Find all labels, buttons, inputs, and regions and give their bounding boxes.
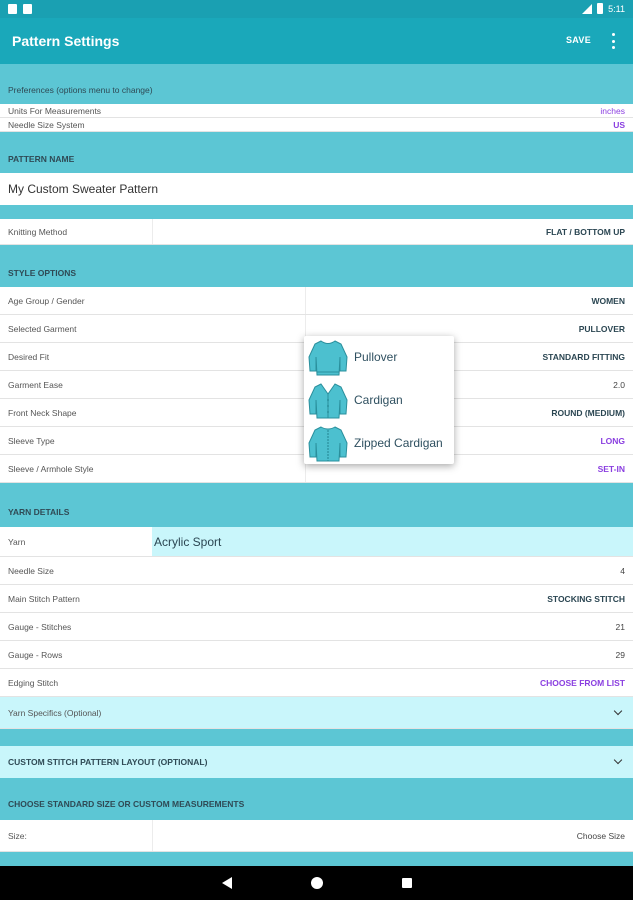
custom-layout-row[interactable]: CUSTOM STITCH PATTERN LAYOUT (OPTIONAL) bbox=[0, 746, 633, 778]
home-icon[interactable] bbox=[311, 877, 323, 889]
notification-icon bbox=[23, 4, 32, 14]
yarn-row-label: Needle Size bbox=[8, 566, 54, 576]
recent-apps-icon[interactable] bbox=[402, 878, 412, 888]
style-row-label: Front Neck Shape bbox=[8, 408, 77, 418]
yarn-specifics-row[interactable]: Yarn Specifics (Optional) bbox=[0, 697, 633, 729]
signal-icon bbox=[582, 3, 593, 14]
pullover-icon bbox=[308, 340, 348, 376]
yarn-specifics-label: Yarn Specifics (Optional) bbox=[8, 708, 102, 718]
page-title: Pattern Settings bbox=[12, 33, 120, 49]
yarn-row-label: Gauge - Rows bbox=[8, 650, 63, 660]
yarn-row-gauge-rows[interactable]: Gauge - Rows 29 bbox=[0, 641, 633, 669]
yarn-details-header: YARN DETAILS bbox=[8, 507, 70, 517]
style-options-header: STYLE OPTIONS bbox=[8, 268, 77, 278]
battery-icon bbox=[597, 3, 604, 14]
size-row[interactable]: Size: Choose Size bbox=[0, 820, 633, 852]
notification-icon bbox=[8, 4, 17, 14]
units-row[interactable]: Units For Measurements inches bbox=[0, 104, 633, 118]
style-row-label: Sleeve / Armhole Style bbox=[8, 464, 94, 474]
app-bar: Pattern Settings SAVE bbox=[0, 18, 633, 64]
preferences-header: Preferences (options menu to change) bbox=[8, 85, 153, 95]
yarn-row-value: 21 bbox=[615, 622, 625, 632]
menu-option-label: Zipped Cardigan bbox=[354, 436, 443, 450]
yarn-row[interactable]: Yarn Acrylic Sport bbox=[0, 527, 633, 557]
zipped-cardigan-icon bbox=[308, 426, 348, 462]
yarn-row-needle-size[interactable]: Needle Size 4 bbox=[0, 557, 633, 585]
menu-option-label: Pullover bbox=[354, 350, 398, 364]
units-value: inches bbox=[600, 106, 625, 116]
menu-option-zipped-cardigan[interactable]: Zipped Cardigan bbox=[304, 422, 454, 464]
yarn-row-value: 4 bbox=[620, 566, 625, 576]
pattern-name-header: PATTERN NAME bbox=[8, 154, 75, 164]
chevron-down-icon[interactable] bbox=[613, 755, 623, 765]
yarn-row-edging[interactable]: Edging Stitch CHOOSE FROM LIST bbox=[0, 669, 633, 697]
status-time: 5:11 bbox=[608, 3, 625, 14]
style-row-value: LONG bbox=[600, 436, 625, 446]
yarn-row-value: STOCKING STITCH bbox=[547, 594, 625, 604]
yarn-row-gauge-stitches[interactable]: Gauge - Stitches 21 bbox=[0, 613, 633, 641]
garment-dropdown-menu: Pullover Cardigan Zipped Cardigan bbox=[304, 336, 454, 464]
needle-system-row[interactable]: Needle Size System US bbox=[0, 118, 633, 132]
yarn-label: Yarn bbox=[8, 537, 26, 547]
style-row-value: WOMEN bbox=[591, 296, 625, 306]
custom-layout-header: CUSTOM STITCH PATTERN LAYOUT (OPTIONAL) bbox=[8, 757, 208, 767]
style-row-label: Desired Fit bbox=[8, 352, 50, 362]
system-nav-bar bbox=[0, 866, 633, 900]
size-value: Choose Size bbox=[576, 831, 625, 841]
pattern-name-input[interactable]: My Custom Sweater Pattern bbox=[0, 173, 633, 205]
menu-option-cardigan[interactable]: Cardigan bbox=[304, 379, 454, 421]
style-row-label: Selected Garment bbox=[8, 324, 77, 334]
yarn-row-value: CHOOSE FROM LIST bbox=[540, 678, 625, 688]
needle-system-value: US bbox=[613, 120, 625, 130]
yarn-row-stitch-pattern[interactable]: Main Stitch Pattern STOCKING STITCH bbox=[0, 585, 633, 613]
yarn-row-value: 29 bbox=[615, 650, 625, 660]
cardigan-icon bbox=[308, 383, 348, 419]
style-row-label: Age Group / Gender bbox=[8, 296, 85, 306]
knitting-method-value: FLAT / BOTTOM UP bbox=[545, 227, 625, 237]
notification-icons bbox=[8, 4, 32, 14]
yarn-input[interactable]: Acrylic Sport bbox=[152, 527, 633, 556]
yarn-row-label: Gauge - Stitches bbox=[8, 622, 72, 632]
style-row-value: ROUND (MEDIUM) bbox=[551, 408, 625, 418]
yarn-row-label: Edging Stitch bbox=[8, 678, 59, 688]
style-row-value: STANDARD FITTING bbox=[542, 352, 625, 362]
menu-option-label: Cardigan bbox=[354, 393, 403, 407]
back-icon[interactable] bbox=[222, 877, 232, 889]
status-bar: 5:11 bbox=[0, 0, 633, 18]
size-label: Size: bbox=[8, 831, 27, 841]
style-row-value: SET-IN bbox=[597, 464, 625, 474]
style-row-age-group[interactable]: Age Group / Gender WOMEN bbox=[0, 287, 633, 315]
save-button[interactable]: SAVE bbox=[565, 35, 591, 45]
menu-option-pullover[interactable]: Pullover bbox=[304, 336, 454, 378]
knitting-method-label: Knitting Method bbox=[8, 227, 68, 237]
yarn-row-label: Main Stitch Pattern bbox=[8, 594, 80, 604]
chevron-down-icon[interactable] bbox=[613, 706, 623, 716]
units-label: Units For Measurements bbox=[8, 106, 102, 116]
style-row-value: PULLOVER bbox=[578, 324, 625, 334]
overflow-menu-icon[interactable] bbox=[607, 33, 619, 49]
style-row-label: Sleeve Type bbox=[8, 436, 55, 446]
style-row-value: 2.0 bbox=[613, 380, 625, 390]
needle-system-label: Needle Size System bbox=[8, 120, 85, 130]
knitting-method-row[interactable]: Knitting Method FLAT / BOTTOM UP bbox=[0, 219, 633, 245]
style-row-label: Garment Ease bbox=[8, 380, 63, 390]
size-section-header: CHOOSE STANDARD SIZE OR CUSTOM MEASUREME… bbox=[8, 799, 245, 809]
